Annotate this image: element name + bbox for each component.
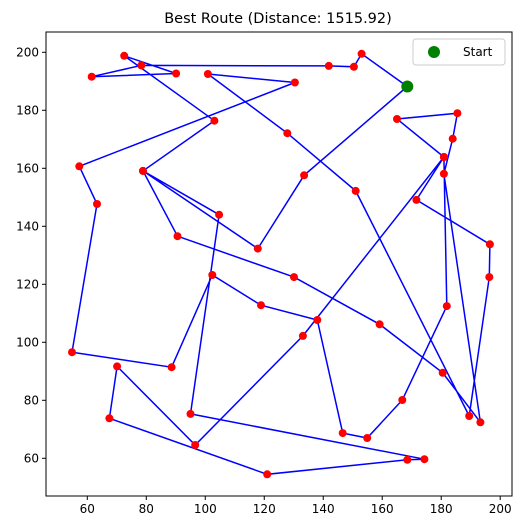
city-point bbox=[290, 273, 298, 282]
city-point bbox=[283, 129, 292, 138]
city-point bbox=[351, 186, 360, 195]
city-point bbox=[313, 316, 322, 324]
city-point bbox=[485, 273, 494, 282]
chart-title: Best Route (Distance: 1515.92) bbox=[164, 11, 392, 27]
city-point bbox=[412, 195, 421, 204]
city-point bbox=[338, 429, 347, 438]
legend-start-label: Start bbox=[463, 45, 493, 59]
y-axis-ticks: 60 80 100 120 140 160 180 200 bbox=[16, 45, 46, 465]
city-point bbox=[439, 169, 448, 178]
start-point bbox=[401, 80, 414, 93]
city-point bbox=[420, 455, 429, 464]
city-point bbox=[290, 78, 299, 87]
x-tick-label: 140 bbox=[312, 502, 335, 516]
y-tick-label: 140 bbox=[16, 219, 39, 233]
city-point bbox=[375, 320, 384, 329]
legend-box bbox=[412, 38, 506, 66]
x-tick-label: 100 bbox=[194, 502, 217, 516]
y-tick-label: 120 bbox=[16, 277, 39, 291]
x-tick-label: 160 bbox=[371, 502, 394, 516]
city-point bbox=[93, 200, 101, 208]
city-point bbox=[324, 61, 333, 70]
x-tick-label: 120 bbox=[253, 502, 276, 516]
x-tick-label: 60 bbox=[80, 502, 95, 516]
city-point bbox=[68, 348, 76, 357]
city-point bbox=[349, 62, 358, 71]
city-point bbox=[263, 470, 272, 479]
x-axis-ticks: 60 80 100 120 140 160 180 200 bbox=[80, 496, 512, 516]
city-point bbox=[105, 414, 114, 423]
city-point bbox=[257, 301, 265, 310]
city-point bbox=[139, 166, 147, 175]
city-point bbox=[167, 363, 176, 372]
city-points bbox=[68, 49, 494, 479]
y-tick-label: 80 bbox=[24, 393, 39, 407]
city-point bbox=[137, 61, 146, 70]
city-point bbox=[438, 368, 447, 377]
city-point bbox=[485, 240, 494, 249]
city-point bbox=[357, 49, 366, 58]
city-point bbox=[120, 51, 129, 60]
city-point bbox=[465, 412, 474, 420]
x-tick-label: 80 bbox=[139, 502, 154, 516]
city-point bbox=[191, 441, 200, 449]
city-point bbox=[210, 116, 219, 125]
route-line bbox=[71, 52, 491, 476]
plot-frame bbox=[45, 31, 513, 497]
x-tick-label: 180 bbox=[430, 502, 453, 516]
y-tick-label: 180 bbox=[16, 103, 39, 117]
city-point bbox=[442, 302, 451, 311]
x-tick-label: 200 bbox=[489, 502, 512, 516]
y-tick-label: 100 bbox=[16, 335, 39, 349]
city-point bbox=[403, 455, 412, 464]
city-point bbox=[113, 362, 122, 371]
legend: Start bbox=[412, 38, 506, 66]
city-point bbox=[75, 162, 84, 171]
city-point bbox=[363, 434, 372, 442]
y-tick-label: 200 bbox=[16, 45, 39, 59]
y-tick-label: 160 bbox=[16, 161, 39, 175]
city-point bbox=[448, 134, 457, 143]
city-point bbox=[439, 153, 448, 161]
legend-start-marker bbox=[428, 46, 440, 58]
city-point bbox=[393, 115, 401, 123]
y-tick-label: 60 bbox=[24, 451, 39, 465]
city-point bbox=[398, 396, 407, 404]
city-point bbox=[203, 70, 212, 78]
city-point bbox=[173, 232, 182, 241]
city-point bbox=[215, 210, 224, 219]
city-point bbox=[253, 244, 262, 253]
city-point bbox=[208, 271, 217, 279]
city-point bbox=[172, 69, 181, 78]
city-point bbox=[453, 109, 462, 118]
city-point bbox=[87, 72, 96, 81]
city-point bbox=[186, 409, 195, 418]
city-point bbox=[298, 331, 307, 340]
city-point bbox=[476, 418, 485, 427]
city-point bbox=[300, 171, 309, 180]
